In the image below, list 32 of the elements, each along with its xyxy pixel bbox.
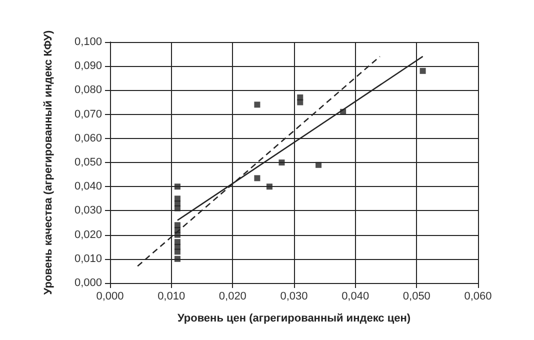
x-tick-label: 0,060 [464,290,492,302]
y-axis-title: Уровень качества (агрегированный индекс КФУ) [42,30,54,295]
point [174,184,180,190]
x-axis-title: Уровень цен (агрегированный индекс цен) [177,312,411,324]
point [420,68,426,74]
y-tick-label: 0,020 [74,228,102,241]
x-tick-label: 0,040 [342,290,370,302]
y-tick-label: 0,090 [74,60,102,72]
y-tick-label: 0,000 [74,277,102,289]
y-tick-label: 0,040 [74,180,102,193]
point [174,239,180,246]
y-tick-label: 0,100 [74,36,102,48]
x-tick-label: 0,000 [96,290,124,302]
point [174,256,180,262]
point [266,184,272,190]
point [174,222,180,228]
point [254,175,260,182]
y-tick-label: 0,060 [74,132,102,144]
x-tick-label: 0,020 [218,290,246,302]
x-tick-label: 0,030 [280,290,308,302]
x-tick-label: 0,050 [402,290,430,302]
point [316,162,322,168]
x-tick-label: 0,010 [158,290,186,302]
y-tick-label: 0,080 [74,84,102,96]
point [254,102,260,108]
point [174,196,180,202]
point [278,160,285,166]
y-tick-label: 0,030 [74,204,102,217]
y-tick-label: 0,010 [74,252,102,265]
y-tick-label: 0,070 [74,108,102,120]
y-tick-label: 0,050 [74,156,102,168]
point [297,94,304,100]
